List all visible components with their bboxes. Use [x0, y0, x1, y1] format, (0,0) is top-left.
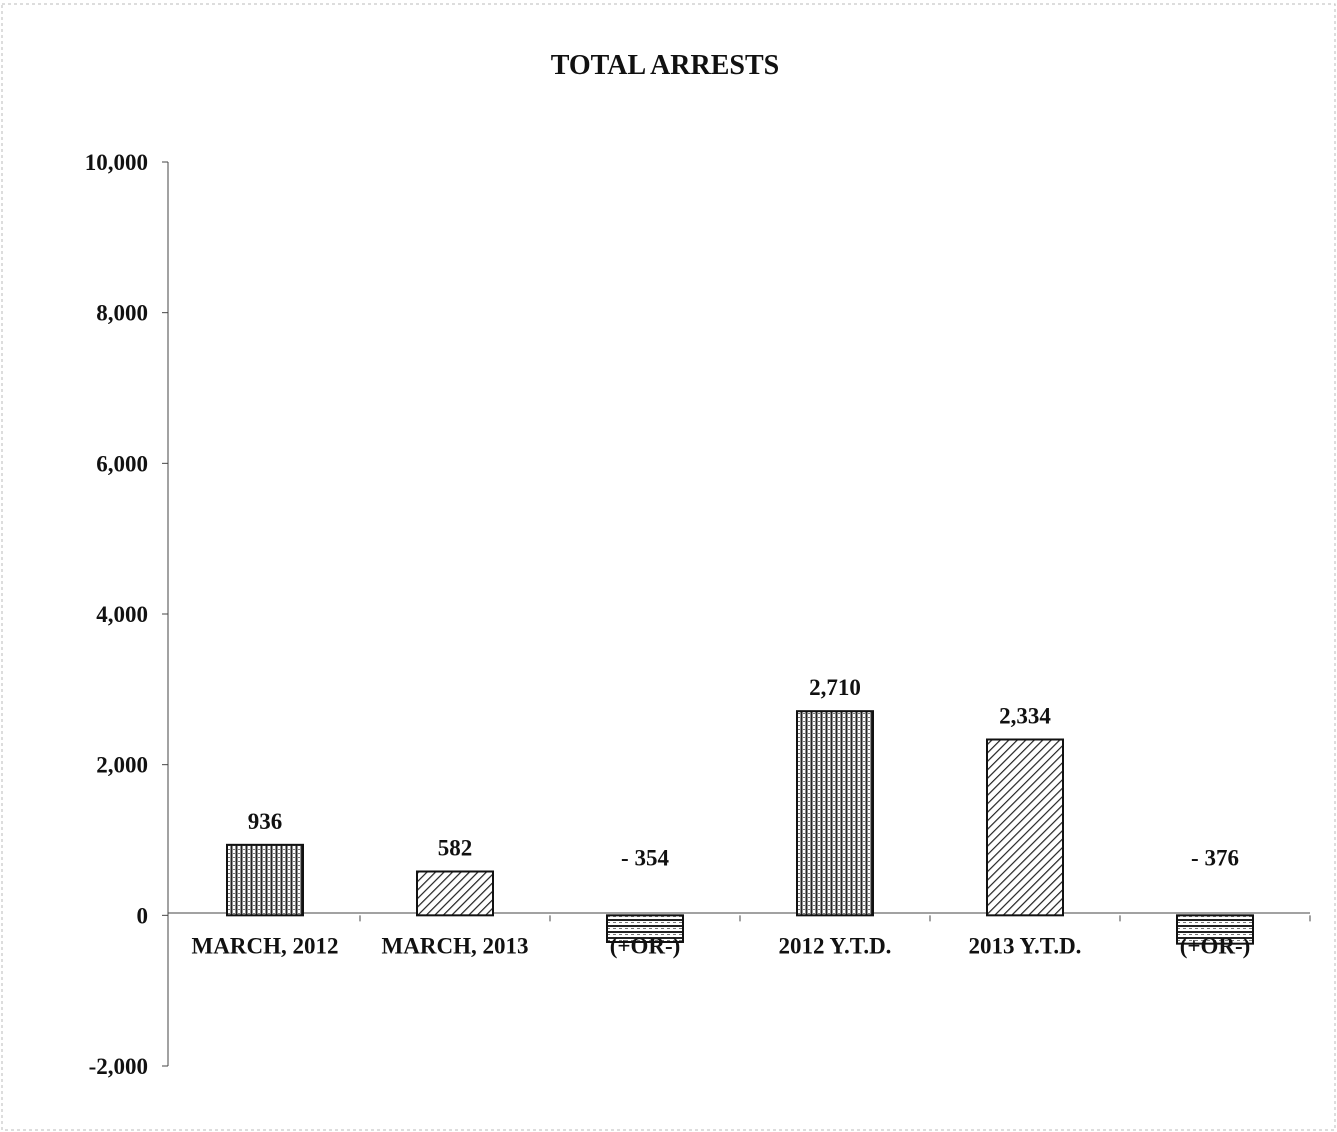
- y-tick-label: 0: [137, 903, 149, 928]
- x-tick-label: 2012 Y.T.D.: [779, 933, 892, 958]
- y-tick-label: -2,000: [89, 1054, 148, 1079]
- chart-title: TOTAL ARRESTS: [551, 50, 780, 81]
- value-labels-group: 936 582 - 354 2,710 2,334 - 376: [248, 675, 1239, 870]
- bar: [986, 738, 1064, 917]
- category-labels-group: MARCH, 2012 MARCH, 2013 (+OR-) 2012 Y.T.D. 2…: [192, 933, 1251, 958]
- bar: [606, 914, 684, 944]
- data-label: 936: [248, 809, 283, 834]
- y-tick-label: 10,000: [85, 150, 148, 175]
- y-tick-label: 2,000: [96, 753, 148, 778]
- bar: [226, 843, 304, 917]
- bar: [1176, 914, 1254, 945]
- x-tick-label: (+OR-): [1180, 933, 1251, 958]
- bar: [416, 870, 494, 917]
- data-label: 582: [438, 835, 473, 860]
- x-tick-label: 2013 Y.T.D.: [969, 933, 1082, 958]
- data-label: 2,334: [999, 704, 1051, 729]
- y-axis-ticks: -2,000 0 2,000 4,000 6,000 8,000 10,000: [85, 150, 168, 1079]
- x-axis-ticks: [359, 915, 1311, 922]
- data-label: 2,710: [809, 675, 861, 700]
- x-tick-label: MARCH, 2012: [192, 933, 339, 958]
- y-tick-label: 4,000: [96, 602, 148, 627]
- x-tick-label: MARCH, 2013: [382, 933, 529, 958]
- y-tick-label: 8,000: [96, 301, 148, 326]
- bars-group: [226, 710, 1254, 945]
- y-tick-label: 6,000: [96, 451, 148, 476]
- page-border: [1, 3, 1336, 1131]
- data-label: - 376: [1191, 845, 1239, 870]
- bar: [796, 710, 874, 917]
- data-label: - 354: [621, 845, 669, 870]
- x-tick-label: (+OR-): [610, 933, 681, 958]
